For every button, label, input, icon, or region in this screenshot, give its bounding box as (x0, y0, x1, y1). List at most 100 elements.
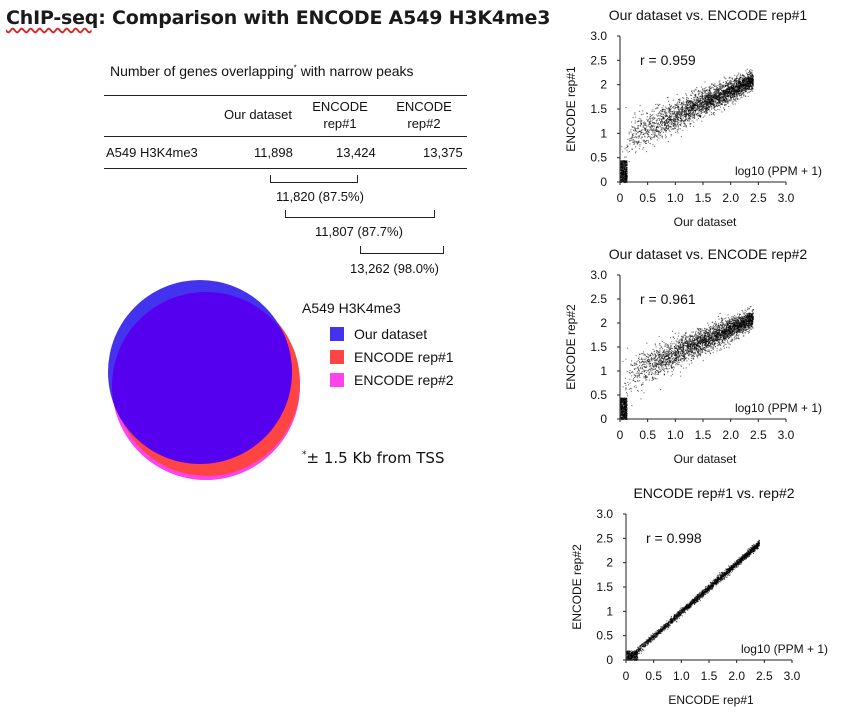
scatter-point (713, 88, 715, 90)
scatter-point (721, 98, 723, 100)
scatter-point (701, 89, 703, 91)
scatter-point (706, 111, 708, 113)
scatter-point (688, 120, 690, 122)
scatter-point (738, 87, 740, 89)
scatter-point (706, 110, 708, 112)
scatter-point (751, 79, 753, 81)
scatter-point (623, 166, 625, 168)
scatter-point (657, 113, 659, 115)
scatter-point (686, 120, 688, 122)
scatter-point (740, 87, 742, 89)
scatter-point (742, 80, 744, 82)
scatter-point (680, 113, 682, 115)
scatter-point (684, 334, 686, 336)
scatter-point (675, 120, 677, 122)
scatter-point (693, 115, 695, 117)
scatter-point (746, 80, 748, 82)
scatter-point (717, 88, 719, 90)
scatter-point (710, 101, 712, 103)
scatter-point (741, 89, 743, 91)
scatter-point (661, 135, 663, 137)
scatter-point (675, 104, 677, 106)
scatter-point (746, 82, 748, 84)
scatter-point (724, 99, 726, 101)
scatter-point (643, 147, 645, 149)
scatter-point (737, 81, 739, 83)
scatter-point (745, 82, 747, 84)
scatter-point (630, 364, 632, 366)
scatter-point (729, 92, 731, 94)
scatter-point (658, 119, 660, 121)
scatter-point (739, 80, 741, 82)
scatter-point (704, 97, 706, 99)
scatter-point (649, 136, 651, 138)
scatter-point (642, 140, 644, 142)
scatter-point (737, 74, 739, 76)
scatter-point (752, 85, 754, 87)
scatter-point (638, 140, 640, 142)
scatter-point (713, 92, 715, 94)
scatter-point (688, 338, 690, 340)
scatter-point (622, 172, 624, 174)
scatter-point (746, 88, 748, 90)
scatter-point (730, 87, 732, 89)
scatter-point (674, 122, 676, 124)
scatter-point (733, 86, 735, 88)
scatter-point (676, 114, 678, 116)
scatter-point (689, 112, 691, 114)
scatter-point (740, 89, 742, 91)
scatter-point (726, 93, 728, 95)
scatter-point (656, 131, 658, 133)
scatter-point (727, 85, 729, 87)
scatter-point (671, 114, 673, 116)
scatter-point (749, 81, 751, 83)
col-header-our-dataset: Our dataset (224, 107, 292, 122)
scatter-point (694, 112, 696, 114)
scatter-point (634, 141, 636, 143)
scatter-point (718, 342, 720, 344)
scatter-point (664, 122, 666, 124)
scatter-point (714, 100, 716, 102)
scatter-point (652, 114, 654, 116)
scatter-point (744, 84, 746, 86)
scatter-point (727, 86, 729, 88)
scatter-point (744, 86, 746, 88)
scatter-point (625, 384, 627, 386)
scatter-point (745, 82, 747, 84)
scatter-point (646, 132, 648, 134)
scatter-point (628, 384, 630, 386)
scatter-point (699, 110, 701, 112)
scatter-point (653, 136, 655, 138)
scatter-point (687, 111, 689, 113)
scatter-point (671, 365, 673, 367)
scatter-point (735, 95, 737, 97)
scatter-point (662, 115, 664, 117)
scatter-point (736, 96, 738, 98)
scatter-point (673, 352, 675, 354)
scatter-point (714, 94, 716, 96)
scatter-point (620, 172, 622, 174)
y-tick-label: 2 (600, 78, 607, 92)
scatter-point (666, 363, 668, 365)
scatter-point (751, 88, 753, 90)
scatter-point (748, 71, 750, 73)
scatter-point (688, 109, 690, 111)
scatter-point (705, 99, 707, 101)
scatter-point (743, 94, 745, 96)
scatter-point (686, 102, 688, 104)
scatter-point (635, 151, 637, 153)
scatter-point (648, 369, 650, 371)
scatter-point (714, 101, 716, 103)
scatter-point (676, 115, 678, 117)
scatter-point (709, 87, 711, 89)
scatter-point (700, 104, 702, 106)
scatter-point (739, 78, 741, 80)
scatter-point (706, 109, 708, 111)
scatter-point (748, 79, 750, 81)
scatter-point (705, 109, 707, 111)
scatter-point (629, 137, 631, 139)
scatter-point (728, 99, 730, 101)
scatter-point (740, 84, 742, 86)
scatter-point (678, 112, 680, 114)
scatter-point (667, 128, 669, 130)
